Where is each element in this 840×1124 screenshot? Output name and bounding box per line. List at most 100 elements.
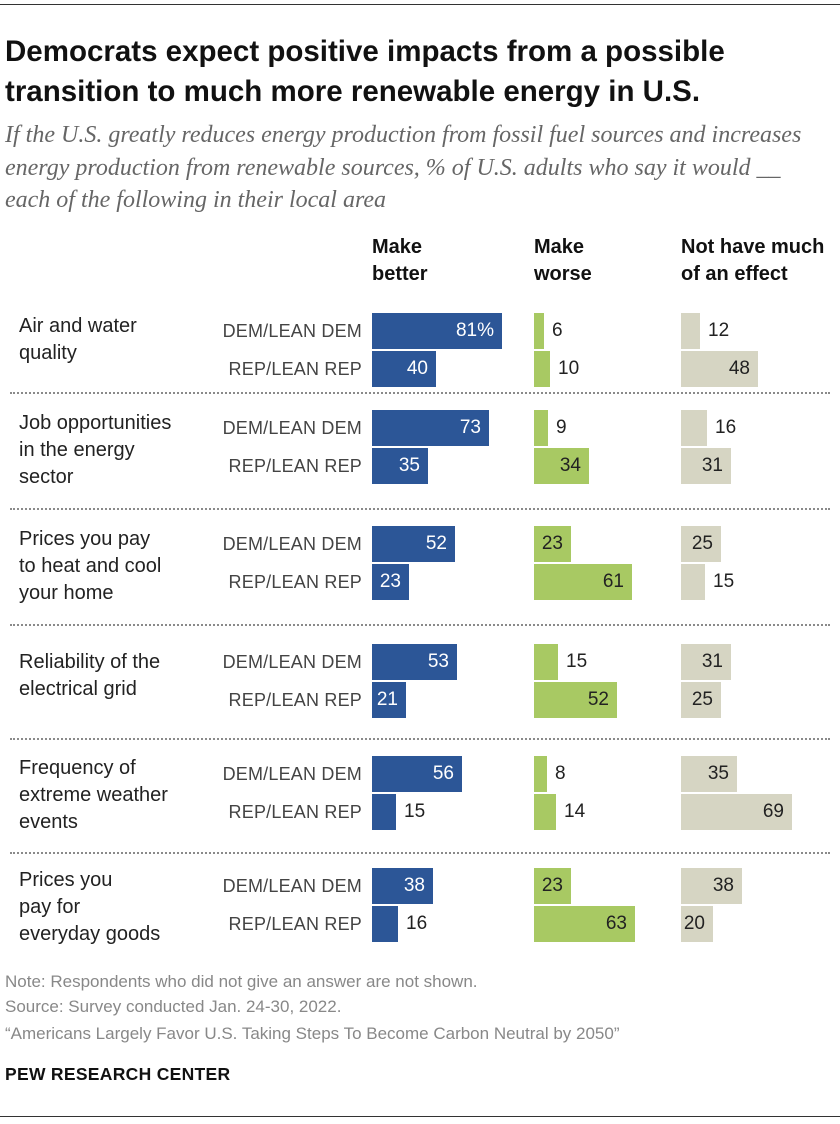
data-label: 40	[406, 358, 428, 379]
data-label: 52	[425, 533, 447, 554]
data-label: 38	[712, 875, 734, 896]
category-label: Prices you pay	[19, 528, 151, 550]
data-label: 9	[556, 417, 567, 438]
data-label: 38	[403, 875, 425, 896]
party-label-rep: REP/LEAN REP	[228, 359, 362, 379]
party-label-dem: DEM/LEAN DEM	[222, 534, 362, 554]
party-label-rep: REP/LEAN REP	[228, 690, 362, 710]
data-label: 14	[564, 801, 586, 822]
column-header-make-better-line-2: better	[372, 263, 428, 285]
party-label-dem: DEM/LEAN DEM	[222, 321, 362, 341]
top-rule	[0, 4, 840, 5]
bar-make-better	[372, 313, 502, 349]
bar-make-worse	[534, 868, 571, 904]
data-label: 35	[707, 763, 729, 784]
party-label-rep: REP/LEAN REP	[228, 802, 362, 822]
party-label-dem: DEM/LEAN DEM	[222, 764, 362, 784]
column-header-make-better: Make better	[372, 234, 428, 288]
bar-make-worse	[534, 313, 544, 349]
party-label-rep: REP/LEAN REP	[228, 456, 362, 476]
bar-make-better	[372, 644, 457, 680]
data-label: 73	[459, 417, 481, 438]
bar-make-better	[372, 682, 406, 718]
data-label: 31	[701, 651, 723, 672]
data-label: 52	[587, 689, 609, 710]
chart-title: Democrats expect positive impacts from a…	[5, 35, 725, 108]
row-divider	[10, 508, 830, 510]
column-header-no-effect-line-2: of an effect	[681, 263, 788, 285]
chart-subtitle: If the U.S. greatly reduces energy produ…	[5, 122, 802, 213]
data-label: 15	[566, 651, 588, 672]
column-header-no-effect: Not have much of an effect	[681, 234, 824, 288]
bar-make-better	[372, 564, 409, 600]
category-label: Frequency of	[19, 757, 136, 779]
data-label: 34	[559, 455, 581, 476]
party-label-rep: REP/LEAN REP	[228, 572, 362, 592]
category-label: electrical grid	[19, 678, 137, 700]
column-header-make-worse-line-2: worse	[534, 263, 592, 285]
bar-not-have-much-of-an-effect	[681, 410, 707, 446]
data-label: 12	[708, 320, 730, 341]
bar-make-worse	[534, 794, 556, 830]
category-label: pay for	[19, 896, 81, 918]
bar-not-have-much-of-an-effect	[681, 756, 737, 792]
category-label: sector	[19, 466, 74, 488]
bar-make-worse	[534, 526, 571, 562]
bar-not-have-much-of-an-effect	[681, 526, 721, 562]
data-label: 23	[379, 571, 401, 592]
data-label: 23	[541, 875, 563, 896]
party-label-dem: DEM/LEAN DEM	[222, 876, 362, 896]
bar-make-better	[372, 448, 428, 484]
data-label: 23	[541, 533, 563, 554]
bar-not-have-much-of-an-effect	[681, 682, 721, 718]
data-label: 16	[406, 913, 428, 934]
category-label: Job opportunities	[19, 412, 172, 434]
data-label: 56	[432, 763, 454, 784]
bar-not-have-much-of-an-effect	[681, 794, 792, 830]
row-divider	[10, 852, 830, 854]
report-title-text: “Americans Largely Favor U.S. Taking Ste…	[5, 1024, 620, 1043]
data-label: 31	[701, 455, 723, 476]
data-label: 20	[683, 913, 705, 934]
bar-not-have-much-of-an-effect	[681, 313, 700, 349]
category-label: everyday goods	[19, 923, 161, 945]
data-label: 53	[427, 651, 449, 672]
category-label: Prices you	[19, 869, 113, 891]
row-divider	[10, 392, 830, 394]
data-label: 61	[602, 571, 624, 592]
bar-make-worse	[534, 644, 558, 680]
data-label: 16	[715, 417, 737, 438]
column-header-make-worse: Make worse	[534, 234, 592, 288]
bar-make-worse	[534, 410, 548, 446]
bottom-rule	[0, 1116, 840, 1117]
bar-not-have-much-of-an-effect	[681, 351, 758, 387]
party-label-rep: REP/LEAN REP	[228, 914, 362, 934]
category-label: to heat and cool	[19, 555, 162, 577]
bar-make-better	[372, 794, 396, 830]
category-label: Air and water	[19, 315, 137, 337]
party-label-dem: DEM/LEAN DEM	[222, 418, 362, 438]
category-label: extreme weather	[19, 784, 168, 806]
category-label: events	[19, 811, 78, 833]
column-header-no-effect-line-1: Not have much	[681, 236, 825, 258]
data-label: 69	[762, 801, 784, 822]
bar-not-have-much-of-an-effect	[681, 644, 731, 680]
data-label: 25	[691, 533, 713, 554]
data-label: 21	[376, 689, 398, 710]
bar-make-worse	[534, 756, 547, 792]
category-label: quality	[19, 342, 77, 364]
data-label: 35	[398, 455, 420, 476]
party-label-dem: DEM/LEAN DEM	[222, 652, 362, 672]
data-label: 48	[728, 358, 750, 379]
column-header-make-worse-line-1: Make	[534, 236, 585, 258]
column-header-make-better-line-1: Make	[372, 236, 423, 258]
bar-not-have-much-of-an-effect	[681, 906, 713, 942]
data-label: 6	[552, 320, 563, 341]
category-label: Reliability of the	[19, 651, 161, 673]
source-text: Source: Survey conducted Jan. 24-30, 202…	[5, 997, 342, 1016]
bar-make-better	[372, 410, 489, 446]
bar-make-better	[372, 526, 455, 562]
bar-make-better	[372, 756, 462, 792]
bar-not-have-much-of-an-effect	[681, 564, 705, 600]
bar-make-better	[372, 906, 398, 942]
